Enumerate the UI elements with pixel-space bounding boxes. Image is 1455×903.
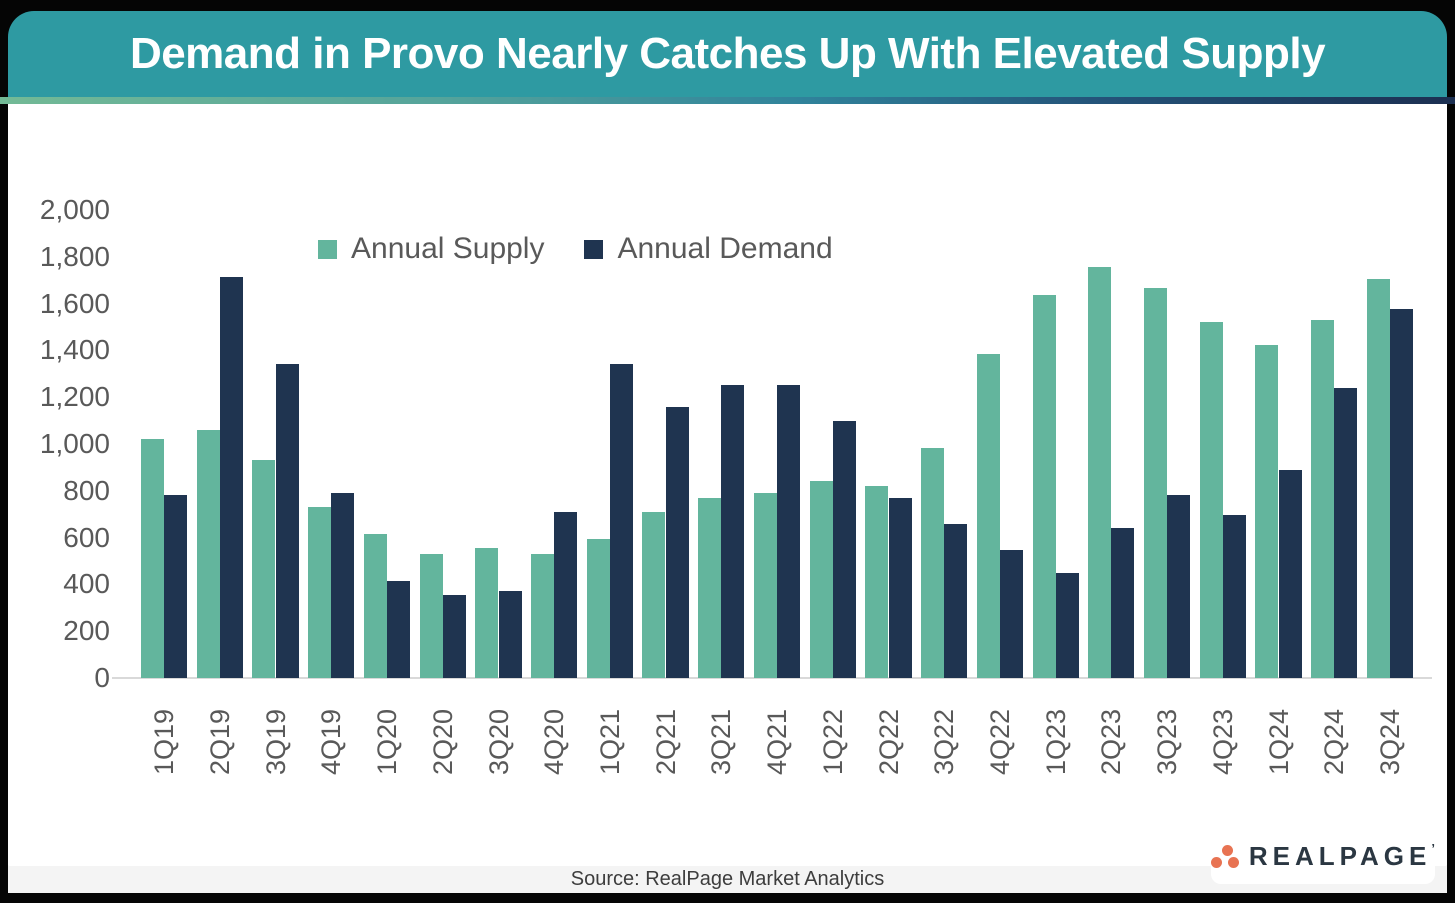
content-card: [8, 104, 1447, 893]
legend-item-supply: Annual Supply: [318, 232, 544, 266]
source-bar: Source: RealPage Market Analytics: [8, 866, 1447, 893]
logo-trademark: ’: [1431, 840, 1435, 856]
header-banner: Demand in Provo Nearly Catches Up With E…: [8, 11, 1447, 97]
realpage-logo: REALPAGE’: [1211, 828, 1435, 884]
logo-wordmark: REALPAGE’: [1248, 840, 1435, 871]
accent-gradient-stripe: [0, 97, 1455, 104]
legend-label-supply: Annual Supply: [351, 232, 545, 265]
demand-swatch-icon: [584, 239, 604, 259]
legend-item-demand: Annual Demand: [584, 232, 833, 266]
source-text: Source: RealPage Market Analytics: [570, 868, 885, 890]
legend-label-demand: Annual Demand: [617, 232, 833, 265]
page-title: Demand in Provo Nearly Catches Up With E…: [129, 29, 1326, 78]
supply-swatch-icon: [318, 239, 337, 259]
logo-dots-icon: [1211, 844, 1239, 868]
legend: Annual Supply Annual Demand: [318, 232, 833, 266]
